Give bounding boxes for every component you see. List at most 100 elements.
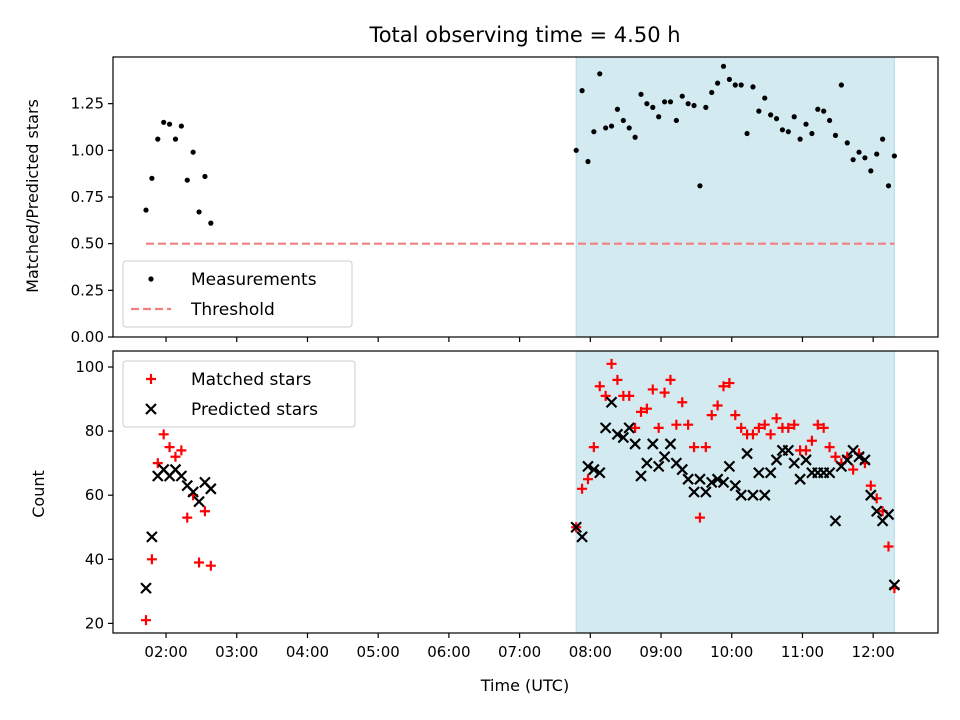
data-point <box>705 476 718 489</box>
data-point <box>694 473 706 485</box>
data-point <box>823 466 836 479</box>
data-point <box>644 101 650 107</box>
data-point <box>830 451 841 462</box>
data-point <box>711 473 724 485</box>
data-point <box>838 82 844 88</box>
data-point <box>723 460 736 473</box>
y-tick-label: 60 <box>85 486 104 504</box>
data-point <box>661 99 668 105</box>
data-point <box>736 422 747 433</box>
bottom-y-axis-label: Count <box>29 470 48 518</box>
data-point <box>620 117 626 124</box>
data-point <box>184 177 190 183</box>
data-point <box>732 82 738 88</box>
data-point <box>783 422 794 433</box>
data-point <box>630 422 641 433</box>
data-point <box>667 99 674 105</box>
y-tick-label: 1.25 <box>71 95 104 113</box>
data-point <box>641 457 653 469</box>
data-point <box>747 429 758 440</box>
data-point <box>800 454 812 466</box>
data-point <box>868 168 874 174</box>
data-point <box>585 158 591 165</box>
top-y-axis-label: Matched/Predicted stars <box>23 99 42 293</box>
x-tick-label: 09:00 <box>639 643 682 661</box>
y-tick-label: 20 <box>85 614 104 632</box>
data-point <box>753 422 764 433</box>
data-point <box>570 521 582 534</box>
x-tick-label: 11:00 <box>781 643 824 661</box>
legend-marker <box>145 403 157 415</box>
data-point <box>653 422 664 433</box>
data-point <box>164 442 175 453</box>
data-point <box>576 531 588 543</box>
data-point <box>659 387 670 398</box>
data-point <box>865 489 877 501</box>
data-point <box>599 422 612 434</box>
data-point <box>176 445 187 456</box>
data-point <box>624 390 635 401</box>
data-point <box>208 220 214 226</box>
data-point <box>588 463 600 476</box>
data-point <box>146 531 158 543</box>
data-point <box>600 390 611 401</box>
data-point <box>635 470 647 482</box>
legend-label: Predicted stars <box>191 400 318 420</box>
data-point <box>682 473 694 485</box>
data-point <box>146 554 157 565</box>
data-point <box>665 374 676 385</box>
x-tick-label: 07:00 <box>498 643 541 661</box>
data-point <box>161 119 167 125</box>
legend-marker <box>146 374 156 384</box>
data-point <box>815 106 821 112</box>
data-point <box>747 489 759 501</box>
data-point <box>782 444 795 457</box>
data-point <box>768 112 774 118</box>
data-point <box>883 541 894 552</box>
data-point <box>818 422 829 433</box>
data-point <box>821 108 827 114</box>
data-point <box>676 463 689 476</box>
y-tick-label: 100 <box>75 358 104 376</box>
data-point <box>812 419 823 430</box>
data-point <box>594 381 605 392</box>
data-point <box>202 173 208 180</box>
data-point <box>779 127 786 133</box>
data-point <box>638 91 644 97</box>
data-point <box>636 406 646 417</box>
data-point <box>593 466 606 479</box>
data-point <box>671 419 682 430</box>
data-point <box>735 489 747 501</box>
data-point <box>608 123 615 129</box>
data-point <box>848 464 859 475</box>
data-point <box>794 473 806 485</box>
data-point <box>773 116 780 122</box>
bottom-panel: 20 40 60 80 100 02:00 03:00 04:00 05:00 06:00 07:0… <box>75 350 939 661</box>
data-point <box>703 104 709 110</box>
data-point <box>166 121 173 127</box>
data-point <box>611 428 624 441</box>
data-point <box>629 438 641 450</box>
chart-title: Total observing time = 4.50 h <box>368 23 680 47</box>
series-predicted-stars <box>140 396 901 594</box>
series-matched-stars <box>141 358 900 626</box>
data-point <box>750 84 756 90</box>
data-point <box>859 454 871 466</box>
y-tick-label: 0.50 <box>71 235 104 253</box>
data-point <box>759 419 770 430</box>
data-point <box>605 396 618 409</box>
data-point <box>865 480 876 491</box>
data-point <box>141 615 151 626</box>
legend-label: Measurements <box>191 270 317 290</box>
data-point <box>706 410 717 421</box>
data-point <box>885 183 892 189</box>
data-point <box>697 183 703 189</box>
data-point <box>623 422 635 434</box>
data-point <box>679 93 685 99</box>
data-point <box>664 438 677 450</box>
data-point <box>170 451 181 462</box>
data-point <box>582 460 594 473</box>
data-point <box>862 155 868 161</box>
data-point <box>797 136 803 142</box>
